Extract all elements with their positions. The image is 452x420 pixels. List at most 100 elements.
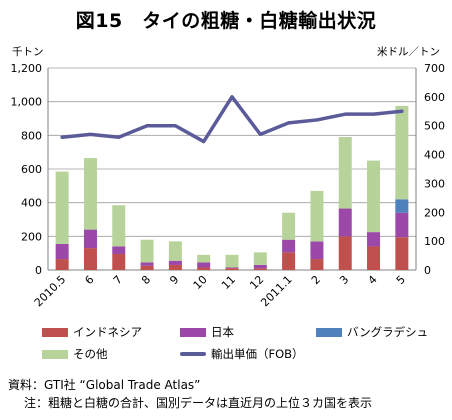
bar-other bbox=[253, 252, 267, 265]
bar-other bbox=[338, 137, 352, 209]
price-point bbox=[117, 135, 121, 139]
bar-indonesia bbox=[253, 268, 267, 270]
x-tick-label: 10 bbox=[191, 273, 210, 292]
legend-swatch-bangladesh bbox=[316, 327, 342, 337]
legend-item-price: 輸出単価（FOB） bbox=[180, 346, 304, 362]
y-tick-label: 800 bbox=[21, 129, 42, 142]
bar-indonesia bbox=[112, 254, 126, 270]
bar-indonesia bbox=[310, 259, 324, 270]
bar-bangladesh bbox=[395, 199, 409, 213]
bar-japan bbox=[112, 246, 126, 255]
y-tick-label: 400 bbox=[21, 197, 42, 210]
y-tick-label: 600 bbox=[21, 163, 42, 176]
bar-indonesia bbox=[55, 259, 69, 270]
price-point bbox=[202, 140, 206, 144]
legend-label-price: 輸出単価（FOB） bbox=[211, 347, 304, 361]
price-point bbox=[258, 132, 262, 136]
bar-indonesia bbox=[83, 248, 97, 270]
price-point bbox=[343, 112, 347, 116]
price-point bbox=[230, 95, 234, 99]
legend-swatch-japan bbox=[180, 327, 206, 337]
bar-japan bbox=[168, 260, 182, 265]
bar-japan bbox=[338, 208, 352, 237]
x-tick-label: 7 bbox=[111, 273, 125, 287]
notes: 資料：GTI社 “Global Trade Atlas” 注：粗糖と白糖の合計、… bbox=[8, 376, 372, 412]
y2-tick-label: 100 bbox=[424, 235, 445, 248]
y2-tick-label: 700 bbox=[424, 62, 445, 75]
left-axis-unit: 千トン bbox=[12, 46, 44, 58]
y-tick-label: 1,000 bbox=[11, 96, 43, 109]
legend-swatch-indonesia bbox=[42, 327, 68, 337]
x-tick-label: 6 bbox=[82, 273, 96, 287]
x-tick-label: 11 bbox=[219, 273, 238, 292]
price-point bbox=[60, 135, 64, 139]
legend: インドネシア 日本 バングラデシュ その他 輸出単価（FOB） bbox=[12, 322, 442, 364]
price-point bbox=[145, 124, 149, 128]
bar-other bbox=[112, 205, 126, 247]
x-tick-label: 12 bbox=[247, 273, 266, 292]
x-tick-label: 2 bbox=[309, 273, 323, 287]
x-tick-label: 2011.1 bbox=[258, 273, 294, 309]
price-point bbox=[287, 121, 291, 125]
legend-swatch-other bbox=[42, 349, 68, 359]
x-tick-label: 3 bbox=[337, 273, 351, 287]
bar-other bbox=[83, 158, 97, 230]
y2-tick-label: 400 bbox=[424, 149, 445, 162]
legend-item-indonesia: インドネシア bbox=[42, 324, 142, 340]
legend-label-bangladesh: バングラデシュ bbox=[347, 325, 429, 339]
bar-other bbox=[168, 241, 182, 261]
bar-indonesia bbox=[338, 236, 352, 270]
bar-indonesia bbox=[225, 268, 239, 270]
bar-other bbox=[282, 212, 296, 240]
legend-label-indonesia: インドネシア bbox=[73, 325, 142, 339]
y-tick-label: 0 bbox=[35, 264, 42, 277]
bar-japan bbox=[55, 243, 69, 260]
legend-label-japan: 日本 bbox=[211, 325, 234, 339]
y2-tick-label: 200 bbox=[424, 206, 445, 219]
bar-indonesia bbox=[395, 237, 409, 270]
x-tick-label: 4 bbox=[366, 273, 380, 287]
bar-japan bbox=[225, 267, 239, 269]
bar-japan bbox=[282, 239, 296, 253]
right-axis-unit: 米ドル／トン bbox=[377, 46, 440, 58]
price-point bbox=[400, 109, 404, 113]
price-point bbox=[315, 118, 319, 122]
y2-tick-label: 300 bbox=[424, 177, 445, 190]
chart-title: 図15 タイの粗糖・白糖輸出状況 bbox=[75, 10, 377, 32]
bar-indonesia bbox=[282, 252, 296, 270]
bar-indonesia bbox=[197, 267, 211, 270]
bar-other bbox=[367, 160, 381, 233]
x-tick-label: 8 bbox=[139, 273, 153, 287]
bar-japan bbox=[83, 229, 97, 249]
chart-plot: 0 200 400 600 800 1,000 1,200 0 100 200 300 400 500 6… bbox=[11, 62, 446, 309]
source-note: 資料：GTI社 “Global Trade Atlas” bbox=[8, 378, 201, 392]
legend-item-japan: 日本 bbox=[180, 324, 234, 340]
bar-japan bbox=[367, 232, 381, 247]
bar-other bbox=[140, 239, 154, 263]
x-tick-label: 2010.5 bbox=[32, 273, 68, 309]
bar-japan bbox=[197, 262, 211, 268]
bar-other bbox=[225, 254, 239, 268]
y2-tick-label: 500 bbox=[424, 120, 445, 133]
legend-item-other: その他 bbox=[42, 346, 108, 362]
bar-indonesia bbox=[168, 264, 182, 270]
bar-japan bbox=[253, 264, 267, 269]
legend-swatch-price bbox=[180, 352, 206, 356]
legend-label-other: その他 bbox=[73, 347, 108, 361]
bar-other bbox=[395, 105, 409, 200]
bar-japan bbox=[140, 262, 154, 266]
price-point bbox=[173, 124, 177, 128]
bar-indonesia bbox=[367, 246, 381, 270]
price-point bbox=[88, 132, 92, 136]
y2-tick-label: 600 bbox=[424, 91, 445, 104]
bar-other bbox=[55, 171, 69, 244]
y2-tick-label: 0 bbox=[424, 264, 431, 277]
x-tick-label: 9 bbox=[167, 273, 181, 287]
price-line bbox=[60, 95, 404, 144]
bar-japan bbox=[395, 212, 409, 238]
y-tick-label: 1,200 bbox=[11, 62, 43, 75]
y-tick-label: 200 bbox=[21, 230, 42, 243]
legend-item-bangladesh: バングラデシュ bbox=[316, 324, 428, 340]
bar-other bbox=[197, 254, 211, 263]
bar-indonesia bbox=[140, 265, 154, 270]
